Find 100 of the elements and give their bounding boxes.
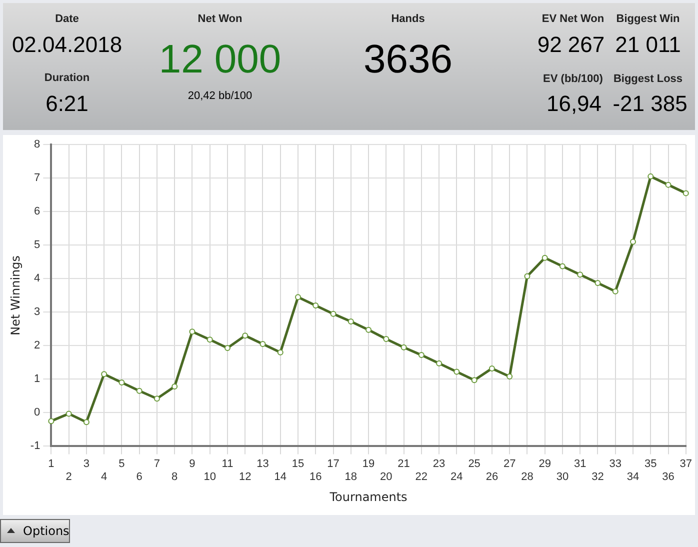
point bbox=[366, 326, 372, 333]
point bbox=[612, 288, 618, 294]
x-tick-label: 29 bbox=[538, 458, 551, 470]
x-tick-label: 14 bbox=[274, 471, 287, 484]
x-axis-title: Tournaments bbox=[328, 490, 408, 504]
text: Biggest Win bbox=[616, 13, 680, 25]
x-tick-label: 36 bbox=[662, 471, 674, 484]
x-tick-label: 6 bbox=[136, 471, 142, 484]
x-tick-label: 28 bbox=[521, 471, 534, 484]
x-tick-label: 31 bbox=[574, 458, 586, 470]
y-tick-label: -1 bbox=[30, 440, 40, 452]
y-tick-label: 7 bbox=[34, 172, 40, 184]
point bbox=[277, 349, 284, 356]
y-tick-label: 8 bbox=[34, 138, 40, 151]
text: Hands bbox=[391, 13, 425, 25]
x-tick-label: 4 bbox=[101, 471, 108, 484]
text: 16,94 bbox=[546, 91, 602, 117]
x-tick-label: 21 bbox=[398, 458, 410, 470]
x-tick-label: 10 bbox=[204, 471, 216, 484]
x-tick-label: 34 bbox=[626, 471, 640, 484]
text: Biggest Loss bbox=[613, 73, 683, 85]
point bbox=[400, 344, 407, 350]
point bbox=[172, 384, 178, 390]
x-tick-label: 35 bbox=[644, 458, 657, 470]
x-tick-label: 32 bbox=[592, 471, 604, 484]
text: 3636 bbox=[364, 38, 452, 82]
text: 02.04.2018 bbox=[12, 32, 122, 58]
point bbox=[330, 310, 336, 317]
y-axis-title: Net Winnings bbox=[8, 255, 22, 336]
y-tick-label: 5 bbox=[34, 239, 40, 252]
x-tick-label: 9 bbox=[189, 458, 196, 470]
point bbox=[242, 332, 248, 339]
x-tick-label: 5 bbox=[118, 458, 125, 470]
point bbox=[524, 273, 530, 280]
point bbox=[101, 371, 108, 378]
x-tick-label: 16 bbox=[310, 471, 322, 484]
x-tick-label: 25 bbox=[468, 458, 480, 470]
text: Net Won bbox=[198, 13, 242, 25]
point bbox=[594, 280, 601, 286]
point bbox=[312, 302, 319, 308]
x-tick-label: 30 bbox=[556, 471, 569, 484]
x-tick-label: 13 bbox=[256, 458, 269, 470]
text: 12 000 bbox=[158, 38, 282, 82]
text: Date bbox=[55, 13, 79, 25]
y-tick-label: 3 bbox=[34, 306, 40, 318]
point bbox=[471, 377, 478, 384]
point bbox=[682, 190, 689, 196]
text: 21 011 bbox=[615, 32, 681, 58]
y-tick-label: 2 bbox=[34, 340, 40, 352]
point bbox=[454, 368, 460, 375]
y-tick-label: 1 bbox=[34, 373, 40, 386]
point bbox=[136, 388, 142, 394]
point bbox=[348, 318, 354, 325]
point bbox=[559, 263, 566, 270]
x-tick-label: 18 bbox=[344, 471, 358, 484]
point bbox=[260, 340, 266, 347]
point bbox=[577, 272, 584, 278]
point bbox=[665, 182, 672, 188]
text: -21 385 bbox=[612, 91, 688, 117]
text: EV (bb/100) bbox=[543, 73, 603, 85]
point bbox=[418, 352, 424, 358]
x-tick-label: 26 bbox=[486, 471, 498, 484]
text: 6:21 bbox=[46, 91, 88, 117]
point bbox=[224, 345, 230, 352]
text: 20,42 bb/100 bbox=[188, 90, 252, 102]
point bbox=[66, 410, 72, 417]
x-tick-label: 33 bbox=[609, 458, 622, 470]
text: Duration bbox=[44, 72, 90, 84]
point bbox=[118, 380, 125, 386]
x-tick-label: 3 bbox=[83, 458, 90, 470]
point bbox=[506, 373, 513, 380]
text: EV Net Won bbox=[542, 13, 604, 25]
x-tick-label: 8 bbox=[172, 471, 178, 484]
x-tick-label: 11 bbox=[222, 458, 234, 470]
point bbox=[295, 294, 302, 300]
x-tick-label: 12 bbox=[238, 471, 252, 484]
point bbox=[48, 418, 54, 424]
x-tick-label: 20 bbox=[380, 471, 392, 484]
point bbox=[383, 336, 390, 342]
options-button[interactable]: Options bbox=[0, 519, 70, 543]
x-tick-label: 37 bbox=[680, 458, 692, 470]
text: 92 267 bbox=[537, 32, 605, 58]
x-tick-label: 1 bbox=[48, 458, 54, 470]
x-tick-label: 17 bbox=[327, 458, 340, 470]
x-tick-label: 23 bbox=[432, 458, 446, 470]
y-tick-label: 4 bbox=[34, 272, 40, 285]
x-tick-label: 27 bbox=[503, 458, 516, 470]
x-tick-label: 2 bbox=[66, 471, 72, 484]
point bbox=[436, 360, 442, 366]
point bbox=[630, 238, 636, 245]
x-tick-label: 15 bbox=[292, 458, 304, 470]
y-tick-label: 6 bbox=[34, 206, 40, 218]
x-tick-label: 19 bbox=[362, 458, 375, 470]
x-tick-label: 24 bbox=[450, 471, 463, 484]
point bbox=[83, 419, 90, 426]
point bbox=[648, 173, 654, 180]
point bbox=[189, 328, 196, 335]
x-tick-label: 7 bbox=[154, 458, 160, 470]
x-tick-label: 22 bbox=[415, 471, 428, 484]
y-tick-label: 0 bbox=[34, 406, 40, 419]
